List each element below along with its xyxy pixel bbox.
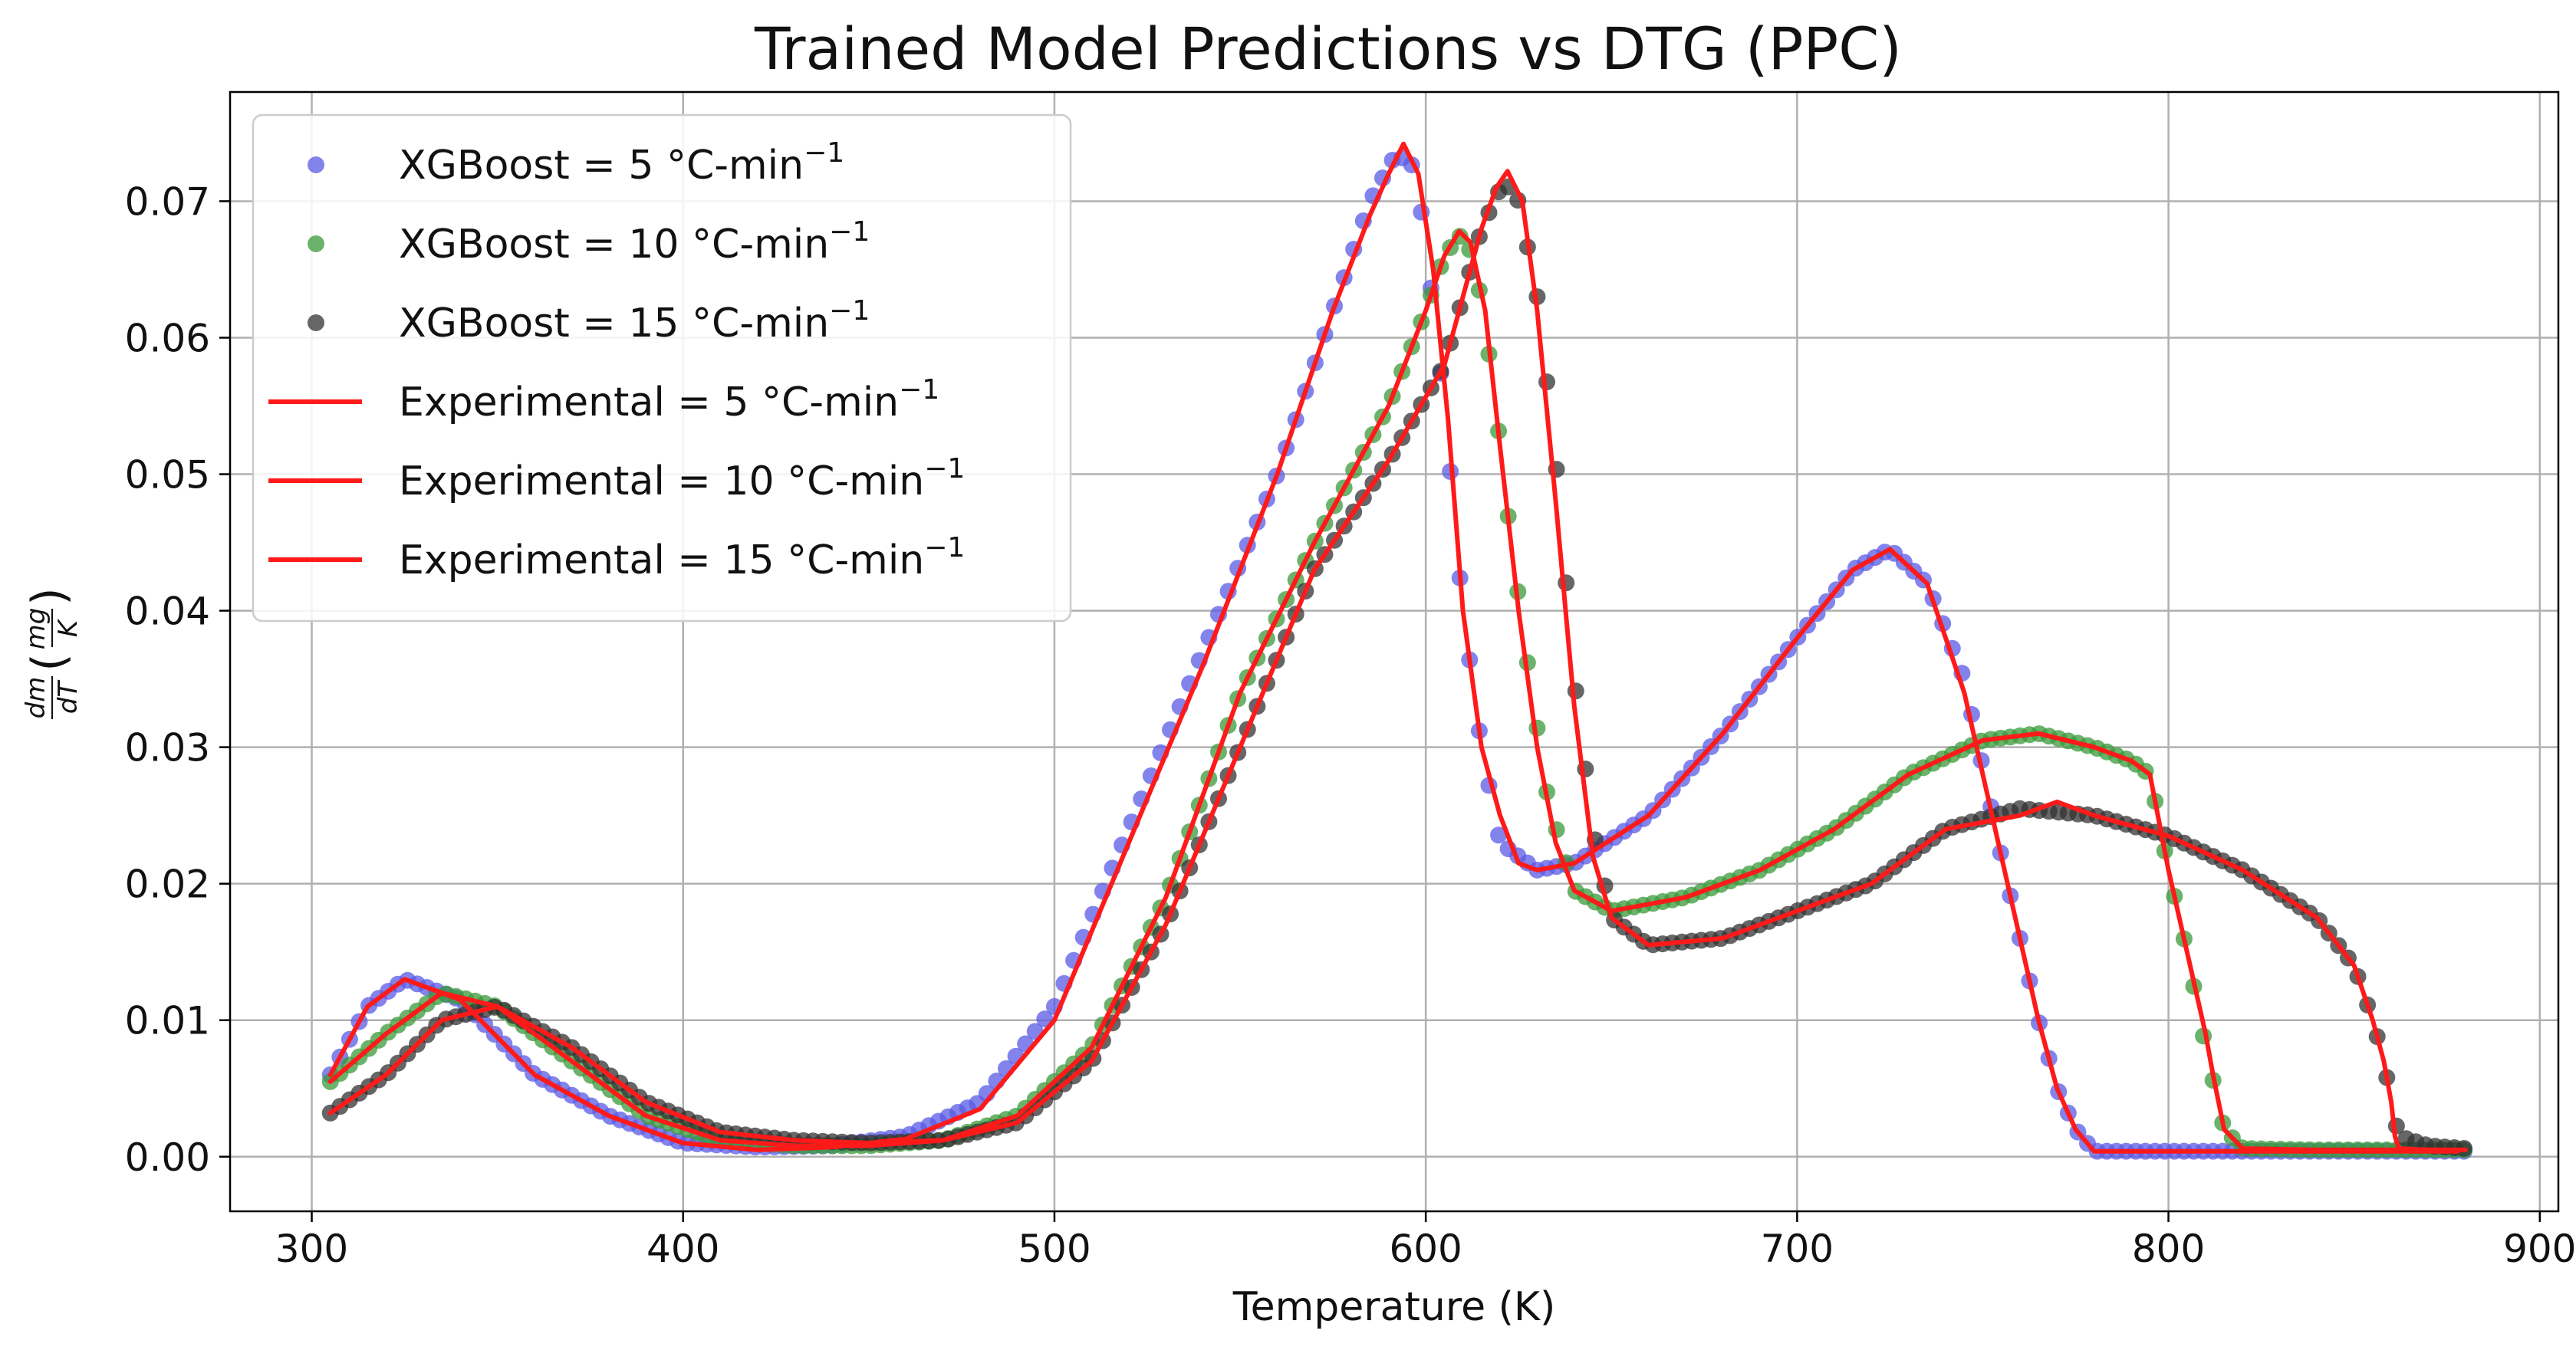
x-tick-label: 800 xyxy=(2132,1227,2205,1271)
legend-label: Experimental = 15 °C-min−1 xyxy=(399,532,965,583)
legend-label: XGBoost = 5 °C-min−1 xyxy=(399,137,844,189)
experimental-line-3 xyxy=(327,169,2468,1152)
data-point xyxy=(1567,682,1584,700)
x-tick-label: 500 xyxy=(1018,1227,1091,1271)
ylabel-paren-open: ( xyxy=(22,653,76,671)
legend-label: XGBoost = 10 °C-min−1 xyxy=(399,216,870,268)
legend-label: XGBoost = 15 °C-min−1 xyxy=(399,295,870,347)
legend-marker xyxy=(308,235,324,252)
ylabel-num-right: mg xyxy=(21,608,51,650)
ylabel-den-right: K xyxy=(53,618,84,637)
experimental-line-1 xyxy=(327,141,2461,1154)
ylabel-paren-close: ) xyxy=(22,587,76,605)
ylabel-num-left: dm xyxy=(21,677,51,719)
ylabel-den-left: dT xyxy=(53,680,84,715)
y-tick-label: 0.01 xyxy=(125,999,210,1043)
x-tick-label: 700 xyxy=(1761,1227,1834,1271)
y-tick-label: 0.00 xyxy=(125,1135,210,1180)
plot-frame xyxy=(229,90,2560,1213)
legend-superscript: −1 xyxy=(899,374,939,406)
legend-box xyxy=(252,113,1072,623)
plot-area xyxy=(321,141,2473,1160)
x-tick-label: 400 xyxy=(646,1227,719,1271)
chart-title: Trained Model Predictions vs DTG (PPC) xyxy=(754,15,1902,83)
x-axis-label: Temperature (K) xyxy=(1232,1284,1556,1330)
y-tick-label: 0.07 xyxy=(125,179,210,224)
legend-marker xyxy=(308,156,324,173)
y-tick-label: 0.06 xyxy=(125,316,210,360)
legend-superscript: −1 xyxy=(829,216,870,248)
legend-marker xyxy=(308,314,324,331)
experimental-line-2 xyxy=(327,228,2449,1152)
y-tick-label: 0.02 xyxy=(125,862,210,907)
x-axis: 300 400 500 600 700 800 900 xyxy=(275,1211,2576,1271)
legend-superscript: −1 xyxy=(924,453,965,485)
y-tick-label: 0.04 xyxy=(125,590,210,634)
data-point xyxy=(1558,574,1575,592)
legend-label: Experimental = 5 °C-min−1 xyxy=(399,374,939,425)
x-tick-label: 900 xyxy=(2503,1227,2576,1271)
x-tick-label: 300 xyxy=(275,1227,348,1271)
y-axis-label: dm dT ( mg K ) xyxy=(21,587,84,719)
legend-superscript: −1 xyxy=(829,295,870,327)
legend-superscript: −1 xyxy=(924,532,965,563)
y-axis: 0.00 0.01 0.02 0.03 0.04 0.05 0.06 0.07 xyxy=(125,179,230,1180)
x-tick-label: 600 xyxy=(1389,1227,1462,1271)
legend: XGBoost = 5 °C-min−1 XGBoost = 10 °C-min−… xyxy=(252,113,1072,623)
legend-superscript: −1 xyxy=(804,137,844,169)
y-tick-label: 0.03 xyxy=(125,726,210,770)
data-point xyxy=(1490,826,1508,844)
y-tick-label: 0.05 xyxy=(125,453,210,498)
legend-label: Experimental = 10 °C-min−1 xyxy=(399,453,965,504)
